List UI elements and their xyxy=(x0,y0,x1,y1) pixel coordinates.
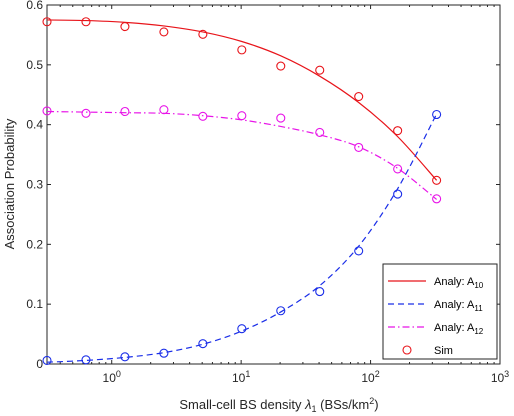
sim-point xyxy=(42,355,52,365)
legend: Analy: A10 Analy: A11 Analy: A12 Sim xyxy=(382,263,498,360)
y-tick-label: 0.6 xyxy=(26,0,43,12)
legend-item-sim: Sim xyxy=(402,345,453,357)
legend-item-analy-a10: Analy: A10 xyxy=(388,276,484,290)
y-tick-label: 0 xyxy=(36,357,43,371)
sim-point xyxy=(237,45,247,55)
y-tick-label: 0.1 xyxy=(26,297,43,311)
sim-point xyxy=(276,113,286,123)
sim-point xyxy=(81,355,91,365)
sim-point xyxy=(315,287,325,297)
legend-label: Analy: A11 xyxy=(434,299,483,313)
sim-point xyxy=(354,246,364,256)
legend-item-analy-a12: Analy: A12 xyxy=(388,322,484,336)
x-axis-title-unit-sup: 2 xyxy=(369,396,374,406)
x-tick-label: 103 xyxy=(491,369,509,385)
sim-point xyxy=(276,306,286,316)
sim-point xyxy=(354,91,364,102)
legend-label: Analy: A12 xyxy=(434,322,484,336)
sim-markers xyxy=(42,17,442,365)
sim-point xyxy=(393,189,403,199)
sim-point xyxy=(81,17,91,27)
sim-point xyxy=(42,17,52,27)
sim-point xyxy=(42,106,52,116)
sim-point xyxy=(120,21,130,32)
legend-item-analy-a11: Analy: A11 xyxy=(388,299,483,313)
sim-point xyxy=(198,111,208,121)
sim-point xyxy=(276,61,286,71)
sim-point xyxy=(159,105,169,115)
sim-point xyxy=(237,324,247,334)
sim-point xyxy=(159,348,169,358)
legend-box xyxy=(382,263,498,360)
x-tick-label: 100 xyxy=(103,369,121,385)
x-tick-label: 102 xyxy=(361,369,379,385)
sim-point xyxy=(315,127,325,137)
y-axis-title: Association Probability xyxy=(2,118,17,249)
y-axis-title-group: Association Probability xyxy=(2,118,17,249)
sim-point xyxy=(432,109,442,120)
x-axis-title-symbol: λ xyxy=(304,397,311,412)
sim-point xyxy=(393,164,403,174)
y-tick-label: 0.4 xyxy=(26,118,43,132)
legend-entries: Analy: A10 Analy: A11 Analy: A12 Sim xyxy=(388,276,484,357)
x-axis-title-unit-close: ) xyxy=(374,397,378,412)
sim-point xyxy=(120,352,130,362)
x-axis-title: Small-cell BS density λ1 (BSs/km2) xyxy=(179,396,378,414)
sim-point xyxy=(354,142,364,152)
sim-point xyxy=(81,108,91,118)
series-line-analy-a11 xyxy=(46,113,438,363)
legend-label: Analy: A10 xyxy=(434,276,484,290)
x-axis-title-prefix: Small-cell BS density xyxy=(179,397,305,412)
y-tick-label: 0.2 xyxy=(26,237,43,251)
sim-point xyxy=(393,126,403,136)
sim-point xyxy=(315,65,325,75)
sim-point xyxy=(432,175,442,185)
legend-label: Sim xyxy=(434,345,453,357)
y-tick-label: 0.3 xyxy=(26,178,43,192)
series-line-analy-a10 xyxy=(46,19,438,181)
x-axis-title-unit-open: (BSs/km xyxy=(317,397,370,412)
x-axis-title-symbol-sub: 1 xyxy=(312,404,317,414)
x-tick-label: 101 xyxy=(232,369,250,385)
sim-point xyxy=(120,106,130,117)
axis-ticks: 0 0.1 0.2 0.3 0.4 0.5 0.6 100 101 102 103 xyxy=(26,0,509,385)
legend-marker xyxy=(402,345,412,355)
sim-point xyxy=(198,29,208,39)
sim-point xyxy=(159,27,169,37)
y-tick-label: 0.5 xyxy=(26,58,43,72)
sim-point xyxy=(237,111,247,121)
sim-point xyxy=(432,194,442,204)
sim-point xyxy=(198,339,208,349)
